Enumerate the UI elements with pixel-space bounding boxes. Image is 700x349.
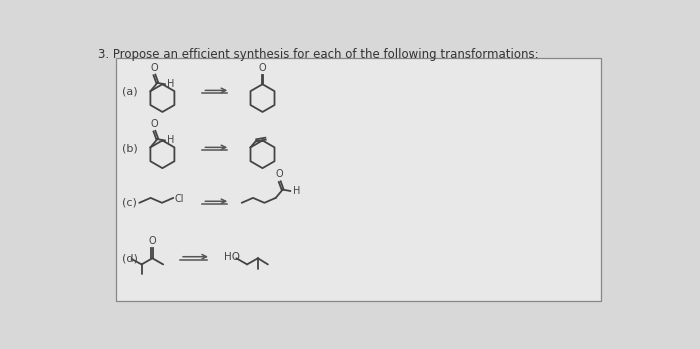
Text: (d): (d) [122,253,137,263]
Text: (b): (b) [122,144,137,154]
Text: O: O [276,169,284,179]
Text: (c): (c) [122,198,136,208]
Text: O: O [259,63,266,73]
Text: H: H [293,186,300,196]
Text: HO: HO [224,252,240,262]
Text: H: H [167,135,174,146]
Text: (a): (a) [122,87,137,97]
Text: H: H [167,79,174,89]
Text: Cl: Cl [175,194,184,204]
Text: 3. Propose an efficient synthesis for each of the following transformations:: 3. Propose an efficient synthesis for ea… [99,48,539,61]
Text: O: O [150,62,158,73]
Text: O: O [150,119,158,129]
Text: O: O [148,236,156,246]
